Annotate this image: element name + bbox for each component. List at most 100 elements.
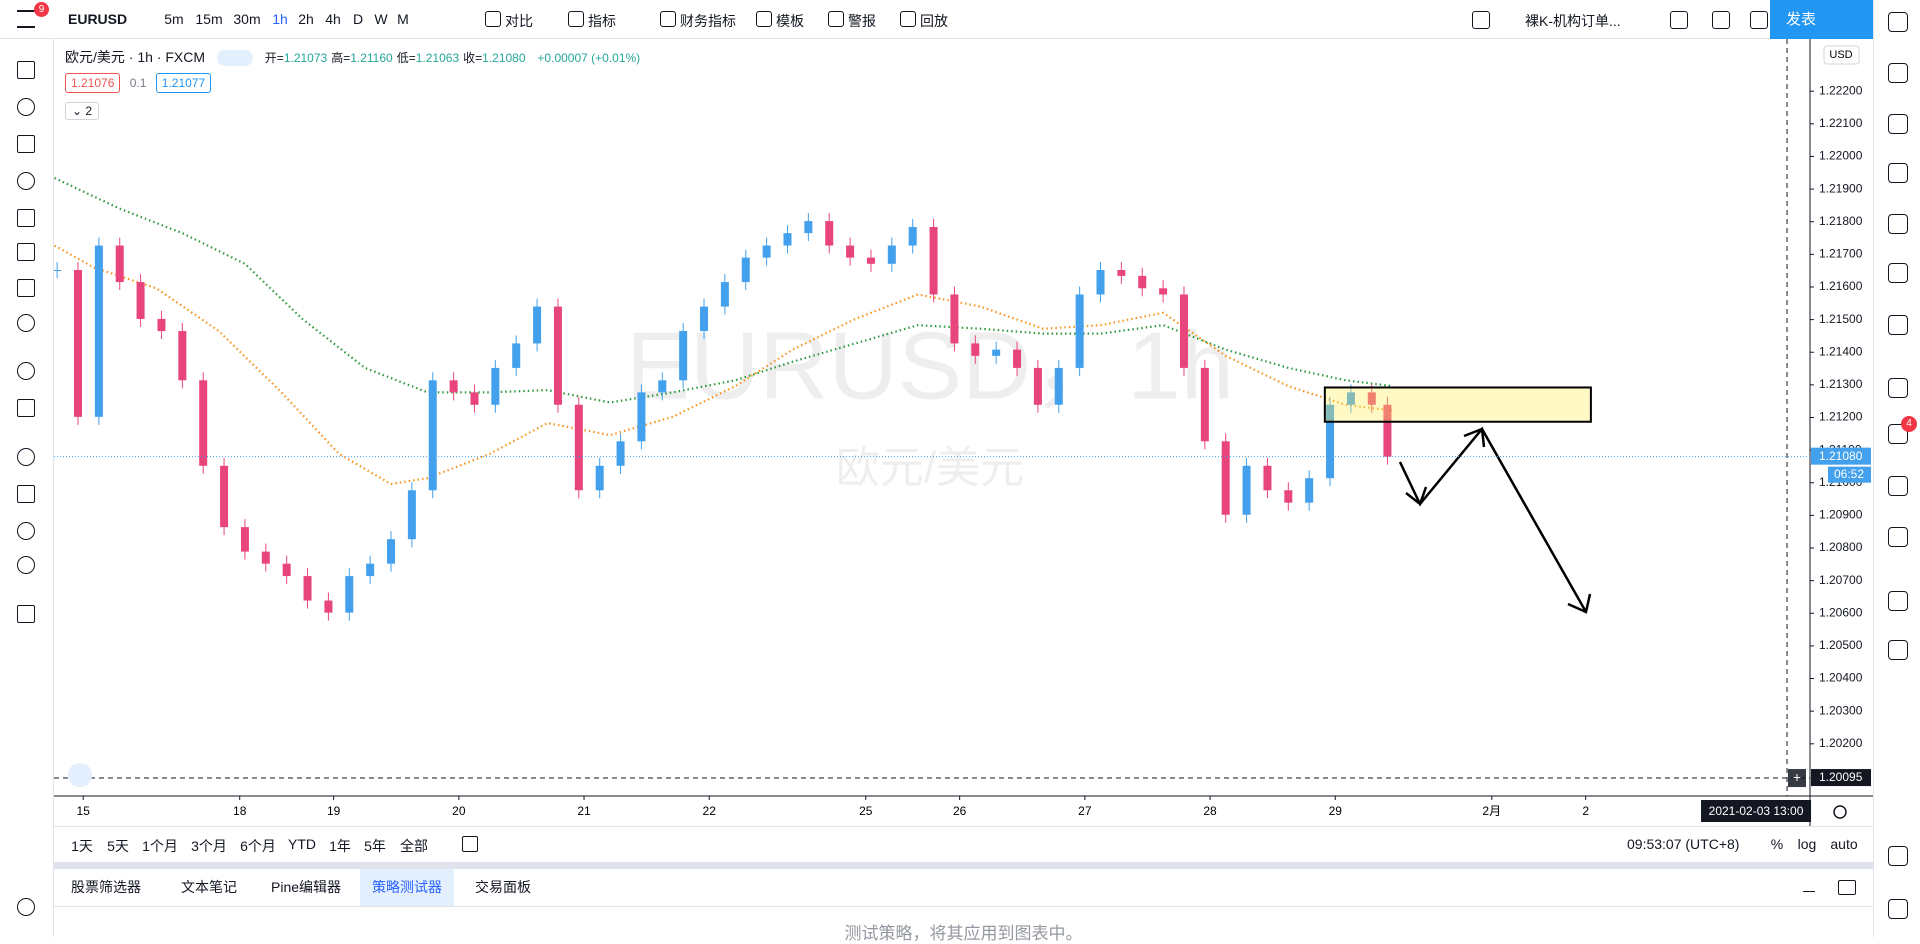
- toolbar-icon[interactable]: [1712, 11, 1730, 29]
- play-button[interactable]: [1832, 0, 1873, 39]
- drawing-tool[interactable]: [17, 605, 35, 623]
- tab[interactable]: 策略测试器: [360, 869, 454, 906]
- minimize[interactable]: [1803, 891, 1815, 892]
- drawing-tool[interactable]: [17, 399, 35, 417]
- tab[interactable]: 文本笔记: [181, 879, 237, 895]
- range-button[interactable]: 1天: [71, 838, 93, 854]
- scale-mode[interactable]: log: [1797, 836, 1817, 852]
- drawing-tool[interactable]: [17, 61, 35, 79]
- tool-icon[interactable]: [828, 11, 844, 27]
- drawing-tool[interactable]: [17, 135, 35, 153]
- candle: [1138, 275, 1147, 289]
- interval[interactable]: 30m: [233, 11, 261, 27]
- countdown-box: [1828, 466, 1871, 483]
- sidebar-icon[interactable]: [1888, 378, 1908, 398]
- quote-row: 1.21076 0.1 1.21077: [65, 73, 212, 93]
- menu-icon[interactable]: [17, 10, 35, 28]
- tool-icon[interactable]: [568, 11, 584, 27]
- bottom-panel: 测试策略，将其应用到图表中。 股票筛选器 文本笔记 Pine编辑器 策略测试器 交易面板: [54, 869, 1873, 943]
- tool-button[interactable]: 财务指标: [680, 13, 736, 29]
- ask[interactable]: 1.21077: [155, 73, 212, 93]
- interval[interactable]: M: [397, 11, 409, 27]
- range-button[interactable]: 全部: [400, 838, 428, 854]
- sidebar-icon[interactable]: [1888, 12, 1908, 32]
- sidebar-icon[interactable]: [1888, 640, 1908, 660]
- tool-icon[interactable]: [756, 11, 772, 27]
- sidebar-icon[interactable]: [1888, 846, 1908, 866]
- drawing-tool[interactable]: [17, 98, 35, 116]
- range-button[interactable]: 6个月: [240, 838, 276, 854]
- status-pill[interactable]: [216, 50, 253, 67]
- range-button[interactable]: 5天: [107, 838, 129, 854]
- tool-button[interactable]: 警报: [848, 13, 876, 29]
- sidebar-icon[interactable]: [1888, 263, 1908, 283]
- drawing-tool[interactable]: [17, 314, 35, 332]
- settings-icon[interactable]: [1833, 805, 1847, 819]
- ohlc-value: 1.21063: [415, 51, 460, 65]
- candle: [595, 465, 604, 491]
- sidebar-icon[interactable]: [1888, 63, 1908, 83]
- interval[interactable]: W: [374, 11, 388, 27]
- sidebar-icon[interactable]: [1888, 114, 1908, 134]
- drawing-tool[interactable]: [17, 556, 35, 574]
- tool-icon[interactable]: [660, 11, 676, 27]
- sidebar-icon[interactable]: [1888, 591, 1908, 611]
- drawing-tool[interactable]: [17, 448, 35, 466]
- x-tick-label: 25: [859, 804, 873, 818]
- indicators-toggle[interactable]: ⌄ 2: [65, 102, 100, 120]
- tool-button[interactable]: 模板: [776, 13, 804, 29]
- drawing-tool[interactable]: [17, 279, 35, 297]
- sidebar-icon[interactable]: [1888, 476, 1908, 496]
- tool-icon[interactable]: [485, 11, 501, 27]
- sidebar-icon[interactable]: [1888, 163, 1908, 183]
- tool-icon[interactable]: [900, 11, 916, 27]
- drawing-tool[interactable]: [17, 243, 35, 261]
- tool-button[interactable]: 对比: [505, 13, 533, 29]
- drawing-tool[interactable]: [17, 209, 35, 227]
- tab[interactable]: 股票筛选器: [71, 879, 141, 895]
- interval[interactable]: 2h: [298, 11, 314, 27]
- range-button[interactable]: 1个月: [142, 838, 178, 854]
- interval[interactable]: D: [352, 11, 364, 27]
- candle: [220, 465, 229, 528]
- candle: [73, 270, 82, 417]
- sidebar-icon[interactable]: [1888, 424, 1908, 444]
- drawing-tool[interactable]: [17, 172, 35, 190]
- ohlc-value: 1.21080: [482, 51, 526, 65]
- toolbar-icon[interactable]: [1750, 11, 1768, 29]
- tab[interactable]: 交易面板: [475, 879, 531, 895]
- drawing-tool[interactable]: [17, 898, 35, 916]
- range-button[interactable]: 5年: [364, 838, 386, 854]
- sidebar-icon[interactable]: [1888, 214, 1908, 234]
- calendar-icon[interactable]: [462, 836, 478, 852]
- scale-mode[interactable]: auto: [1830, 836, 1858, 852]
- layout-name[interactable]: 裸K-机构订单...: [1525, 13, 1621, 29]
- interval[interactable]: 15m: [195, 11, 223, 27]
- sidebar-icon[interactable]: [1888, 315, 1908, 335]
- tool-button[interactable]: 指标: [588, 13, 616, 29]
- drawing-tool[interactable]: [17, 485, 35, 503]
- range-button[interactable]: YTD: [288, 836, 316, 852]
- interval[interactable]: 4h: [325, 11, 341, 27]
- scale-mode[interactable]: %: [1770, 836, 1784, 852]
- drawing-tool[interactable]: [17, 522, 35, 540]
- interval[interactable]: 1h: [272, 11, 288, 27]
- range-button[interactable]: 1年: [329, 838, 351, 854]
- maximize[interactable]: [1838, 880, 1856, 895]
- toolbar-icon[interactable]: [1472, 11, 1490, 29]
- interval[interactable]: 5m: [164, 11, 184, 27]
- candle: [94, 245, 103, 417]
- publish[interactable]: 发表: [1770, 0, 1832, 39]
- toolbar-icon[interactable]: [1670, 11, 1688, 29]
- drawing-tool[interactable]: [17, 362, 35, 380]
- zone[interactable]: [1323, 386, 1592, 423]
- range-button[interactable]: 3个月: [191, 838, 227, 854]
- candle: [762, 245, 771, 258]
- sidebar-icon[interactable]: [1888, 899, 1908, 919]
- symbol[interactable]: EURUSD: [68, 11, 128, 27]
- sidebar-icon[interactable]: [1888, 527, 1908, 547]
- tab[interactable]: Pine编辑器: [271, 879, 342, 895]
- bid[interactable]: 1.21076: [65, 73, 121, 93]
- tool-button[interactable]: 回放: [920, 13, 948, 29]
